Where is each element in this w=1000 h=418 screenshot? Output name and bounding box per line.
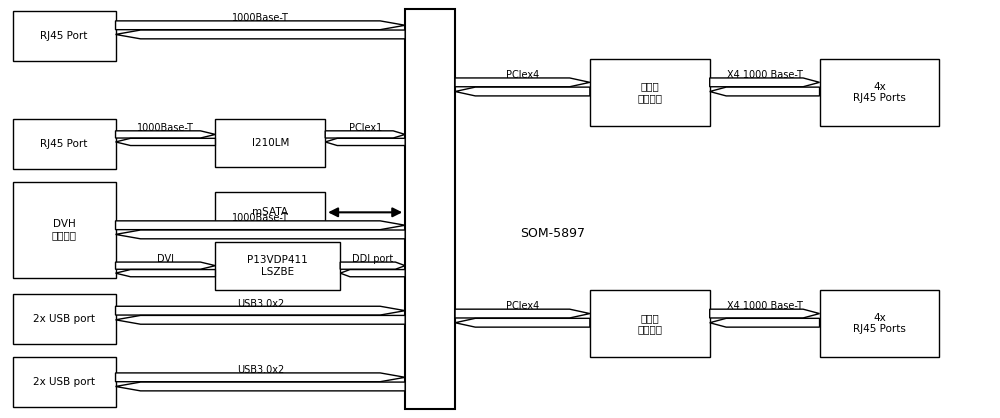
Polygon shape xyxy=(710,309,820,318)
Polygon shape xyxy=(455,87,590,96)
Text: 4x
RJ45 Ports: 4x RJ45 Ports xyxy=(853,82,906,103)
Polygon shape xyxy=(116,21,405,30)
Bar xyxy=(13,357,116,407)
Bar xyxy=(590,59,710,126)
Text: 1000Base-T: 1000Base-T xyxy=(232,213,289,223)
Text: SOM-5897: SOM-5897 xyxy=(520,227,585,240)
Bar xyxy=(405,9,455,409)
Polygon shape xyxy=(710,319,820,327)
Text: 2x USB port: 2x USB port xyxy=(33,377,95,387)
Text: 4x
RJ45 Ports: 4x RJ45 Ports xyxy=(853,313,906,334)
Polygon shape xyxy=(325,131,405,138)
Polygon shape xyxy=(116,138,215,145)
Polygon shape xyxy=(116,131,215,138)
Text: PClex4: PClex4 xyxy=(506,301,539,311)
Polygon shape xyxy=(325,138,405,145)
Text: RJ45 Port: RJ45 Port xyxy=(40,140,88,149)
Bar xyxy=(13,182,116,278)
Text: 2x USB port: 2x USB port xyxy=(33,314,95,324)
Bar xyxy=(13,11,116,61)
Bar xyxy=(13,294,116,344)
Text: DVH
标准接口: DVH 标准接口 xyxy=(52,219,77,241)
Polygon shape xyxy=(116,382,405,391)
Bar xyxy=(215,192,325,232)
Polygon shape xyxy=(710,78,820,87)
Bar xyxy=(215,242,340,290)
Bar xyxy=(215,120,325,167)
Text: mSATA: mSATA xyxy=(252,207,288,217)
Text: I210LM: I210LM xyxy=(252,138,289,148)
Text: PClex4: PClex4 xyxy=(506,70,539,80)
Text: X4 1000 Base-T: X4 1000 Base-T xyxy=(727,301,803,311)
Text: USB3.0x2: USB3.0x2 xyxy=(237,365,284,375)
Polygon shape xyxy=(340,262,405,269)
Text: PClex1: PClex1 xyxy=(349,123,382,133)
Bar xyxy=(13,120,116,169)
Polygon shape xyxy=(116,306,405,315)
Text: X4 1000 Base-T: X4 1000 Base-T xyxy=(727,70,803,80)
Polygon shape xyxy=(116,373,405,382)
Polygon shape xyxy=(116,230,405,239)
Text: 1000Base-T: 1000Base-T xyxy=(137,123,194,133)
Bar xyxy=(820,59,939,126)
Text: 模块式
网络模块: 模块式 网络模块 xyxy=(637,313,662,334)
Polygon shape xyxy=(116,270,215,277)
Polygon shape xyxy=(340,270,405,277)
Text: USB3.0x2: USB3.0x2 xyxy=(237,298,284,308)
Polygon shape xyxy=(455,319,590,327)
Polygon shape xyxy=(710,87,820,96)
Polygon shape xyxy=(455,309,590,318)
Text: 模块式
网络模块: 模块式 网络模块 xyxy=(637,82,662,103)
Text: RJ45 Port: RJ45 Port xyxy=(40,31,88,41)
Text: DDI port: DDI port xyxy=(352,255,393,265)
Bar xyxy=(820,290,939,357)
Polygon shape xyxy=(116,262,215,269)
Polygon shape xyxy=(455,78,590,87)
Polygon shape xyxy=(116,30,405,39)
Text: 1000Base-T: 1000Base-T xyxy=(232,13,289,23)
Bar xyxy=(590,290,710,357)
Polygon shape xyxy=(116,316,405,324)
Text: P13VDP411
LSZBE: P13VDP411 LSZBE xyxy=(247,255,308,277)
Text: DVI: DVI xyxy=(157,255,174,265)
Polygon shape xyxy=(116,221,405,229)
